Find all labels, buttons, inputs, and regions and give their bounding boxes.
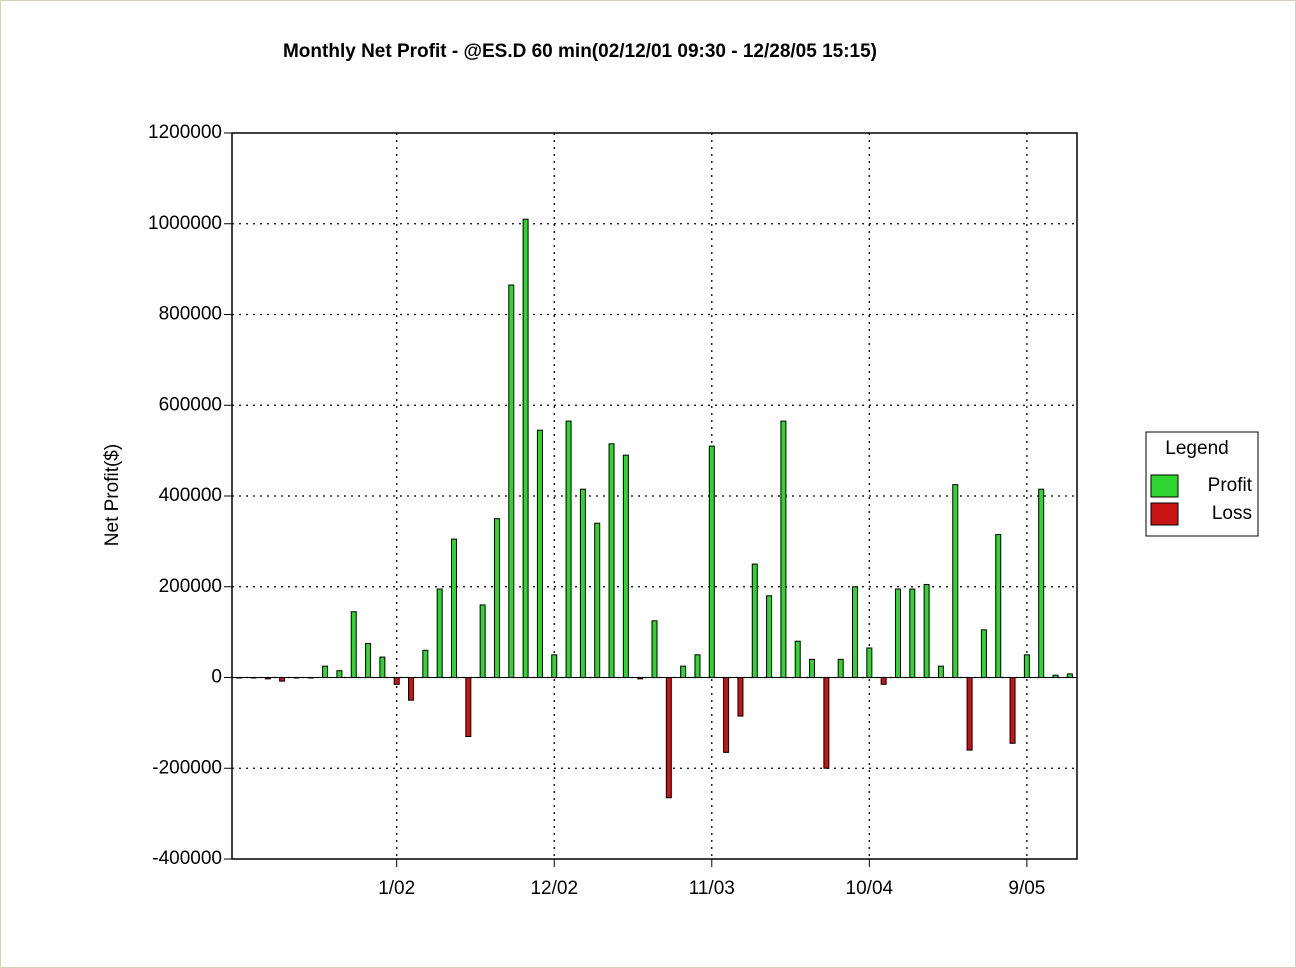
bar [909,588,916,678]
bar [450,538,457,679]
bar [365,642,372,678]
bar [622,454,629,678]
bar [493,518,500,678]
y-tick-label: 800000 [159,304,222,325]
bar [794,640,801,679]
y-tick-label: 1000000 [148,213,222,234]
bar [780,420,787,678]
y-tick-label: 200000 [159,576,222,597]
legend-swatch [1150,474,1179,498]
bar [751,563,758,678]
bar [1066,673,1073,678]
y-tick-label: -400000 [152,848,222,869]
bar [937,665,944,678]
bar [536,429,543,678]
bar [837,658,844,678]
bar [422,649,429,679]
bar [350,611,357,678]
y-tick-label: 0 [211,667,222,688]
y-tick-label: 600000 [159,394,222,415]
bar [823,677,830,769]
bar [651,620,658,678]
bar [694,654,701,678]
bar [708,445,715,678]
bar [980,629,987,679]
bar [1023,654,1030,678]
bar [995,534,1002,678]
x-tick-label: 10/04 [846,878,894,899]
y-tick-label: 400000 [159,485,222,506]
legend-swatch [1150,502,1179,526]
bar [809,658,816,678]
bar [923,583,930,679]
bar [551,654,558,678]
bar [966,677,973,751]
bar [737,677,744,717]
bar [336,670,343,678]
bar [894,588,901,678]
bar [608,443,615,678]
bar [680,665,687,678]
bar [952,484,959,678]
y-tick-label: 1200000 [148,122,222,143]
x-tick-label: 1/02 [378,878,415,899]
bar [322,665,329,678]
y-axis-label: Net Profit($) [102,444,123,546]
bar [393,677,400,685]
bar [508,284,515,678]
bar [565,420,572,678]
bar [880,677,887,685]
bar [594,522,601,678]
plot-border [231,132,1078,860]
bar [279,677,286,682]
bar [766,595,773,679]
bar [866,647,873,678]
y-tick-label: -200000 [152,757,222,778]
bar [579,488,586,678]
bar [1009,677,1016,744]
bar [408,677,415,701]
legend-label: Profit [1208,475,1253,496]
bar [1038,488,1045,678]
x-tick-label: 11/03 [689,878,735,899]
bar [436,588,443,678]
bar [852,586,859,678]
chart-title: Monthly Net Profit - @ES.D 60 min(02/12/… [283,41,877,62]
x-tick-label: 12/02 [530,878,578,899]
legend-label: Loss [1212,503,1252,524]
bar [723,677,730,753]
bar [379,656,386,678]
bar [665,677,672,799]
legend-title: Legend [1165,438,1228,459]
bar [522,218,529,678]
x-tick-label: 9/05 [1008,878,1045,899]
bar [465,677,472,737]
bar [479,604,486,679]
